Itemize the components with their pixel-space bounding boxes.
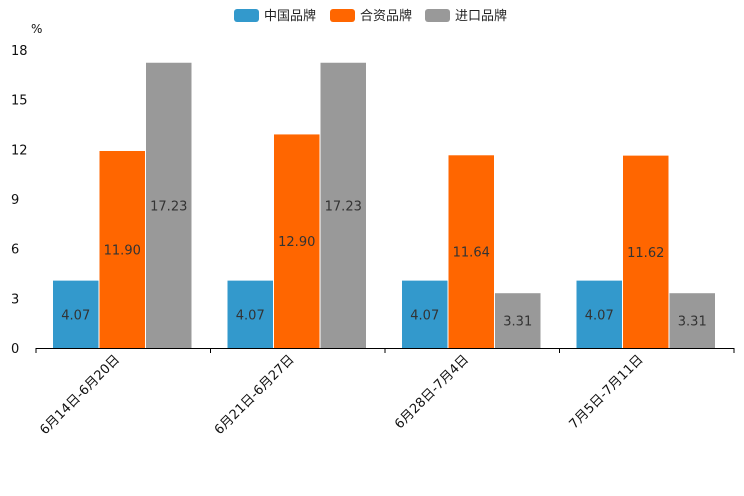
legend-label-1: 中国品牌	[264, 8, 316, 24]
data-label-2-2: 12.90	[278, 235, 315, 250]
legend-swatch-1	[234, 9, 259, 22]
data-label-2-3: 11.64	[453, 246, 490, 261]
legend-swatch-3	[425, 9, 450, 22]
bar-1-2	[227, 280, 273, 348]
bar-1-4	[576, 280, 622, 348]
bar-3-4	[669, 293, 715, 348]
data-label-1-4: 4.07	[585, 308, 614, 323]
y-tick-label-0: 0	[11, 342, 19, 357]
bar-2-3	[448, 155, 494, 348]
bar-3-1	[146, 62, 192, 349]
x-category-label-2: 6月21日-6月27日	[212, 352, 298, 438]
bar-1-3	[402, 280, 448, 348]
x-category-label-3: 6月28日-7月4日	[392, 352, 472, 432]
y-axis: 0 3 6 9 12 15 18	[11, 44, 28, 357]
y-tick-label-3: 3	[11, 292, 19, 307]
bar-3-3	[495, 293, 541, 348]
bar-1-1	[53, 280, 99, 348]
data-label-3-3: 3.31	[503, 315, 532, 330]
y-tick-label-12: 12	[11, 143, 28, 158]
y-tick-label-6: 6	[11, 243, 19, 258]
y-axis-unit: %	[31, 22, 42, 36]
x-axis: 6月14日-6月20日 6月21日-6月27日 6月28日-7月4日 7月5日-7月1…	[35, 348, 735, 438]
x-category-label-4: 7月5日-7月11日	[567, 352, 647, 432]
bars: 4.07 11.90 17.23 4.07 12.90 17.23 4.07 11.64 3.3…	[53, 62, 715, 349]
bar-2-2	[274, 134, 320, 348]
bar-3-2	[320, 62, 366, 349]
legend-label-3: 进口品牌	[455, 8, 507, 24]
legend-label-2: 合资品牌	[360, 8, 412, 24]
bar-2-1	[99, 150, 145, 348]
data-label-2-4: 11.62	[627, 246, 664, 261]
data-label-3-4: 3.31	[678, 315, 707, 330]
data-label-1-2: 4.07	[236, 308, 265, 323]
data-label-1-1: 4.07	[61, 308, 90, 323]
data-label-3-2: 17.23	[325, 199, 362, 214]
y-tick-label-15: 15	[11, 94, 28, 109]
data-label-1-3: 4.07	[410, 308, 439, 323]
legend: 中国品牌 合资品牌 进口品牌	[234, 8, 507, 24]
legend-swatch-2	[330, 9, 355, 22]
y-tick-label-18: 18	[11, 44, 28, 59]
data-label-2-1: 11.90	[104, 243, 141, 258]
y-tick-label-9: 9	[11, 193, 19, 208]
data-label-3-1: 17.23	[150, 199, 187, 214]
x-category-label-1: 6月14日-6月20日	[37, 352, 123, 438]
bar-2-4	[623, 155, 669, 348]
